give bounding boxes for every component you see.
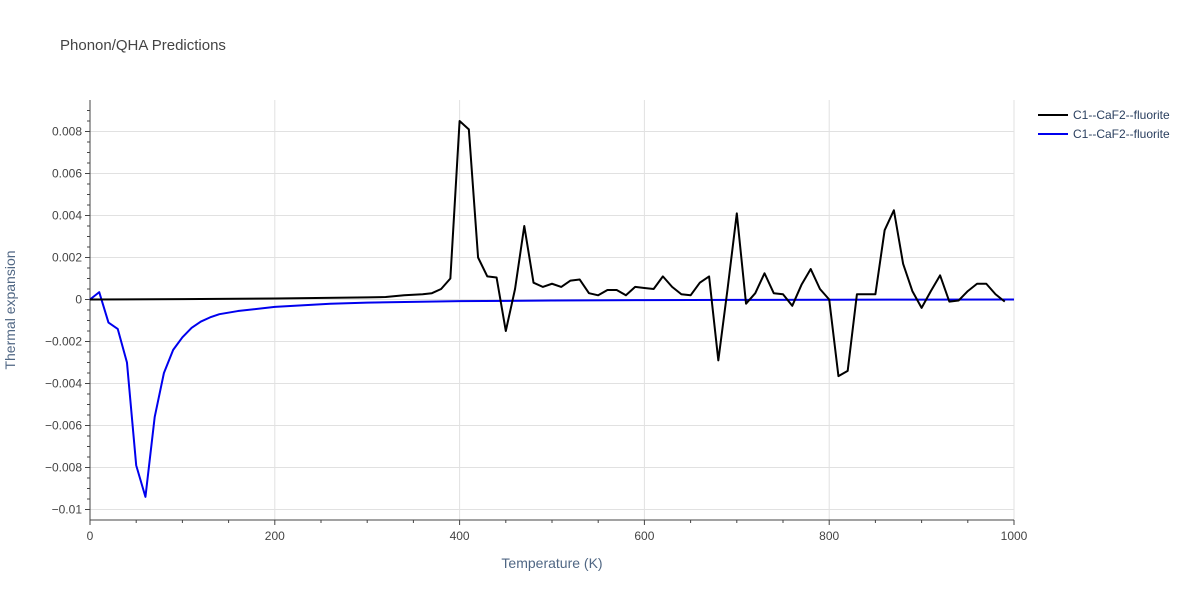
- y-tick-label: −0.008: [45, 461, 82, 475]
- y-tick-label: 0.006: [52, 167, 82, 181]
- x-tick-label: 400: [450, 529, 470, 543]
- y-tick-label: 0.008: [52, 125, 82, 139]
- x-tick-label: 0: [87, 529, 94, 543]
- x-tick-label: 600: [634, 529, 654, 543]
- legend-item-1[interactable]: C1--CaF2--fluorite: [1038, 108, 1170, 122]
- y-axis-title: Thermal expansion: [2, 250, 18, 369]
- grid: [90, 100, 1015, 520]
- y-tick-label: −0.006: [45, 419, 82, 433]
- legend[interactable]: C1--CaF2--fluorite C1--CaF2--fluorite: [1038, 108, 1170, 141]
- legend-label: C1--CaF2--fluorite: [1073, 127, 1170, 141]
- x-tick-label: 1000: [1001, 529, 1028, 543]
- y-tick-label: −0.002: [45, 335, 82, 349]
- y-tick-label: 0.002: [52, 251, 82, 265]
- y-tick-label: 0.004: [52, 209, 82, 223]
- axes: 0 200 400 600 800 1000 −0.01 −0.008 −0.006 −0.004…: [45, 100, 1028, 543]
- legend-item-2[interactable]: C1--CaF2--fluorite: [1038, 127, 1170, 141]
- chart-title: Phonon/QHA Predictions: [60, 37, 226, 54]
- series-line-1: [89, 120, 1006, 378]
- plot-area: [89, 120, 1015, 498]
- series-line-2: [89, 291, 1015, 498]
- x-tick-label: 200: [265, 529, 285, 543]
- y-tick-label: −0.01: [52, 503, 83, 517]
- y-tick-label: −0.004: [45, 377, 82, 391]
- legend-label: C1--CaF2--fluorite: [1073, 108, 1170, 122]
- x-axis-title: Temperature (K): [501, 555, 602, 571]
- y-tick-label: 0: [75, 293, 82, 307]
- x-tick-label: 800: [819, 529, 839, 543]
